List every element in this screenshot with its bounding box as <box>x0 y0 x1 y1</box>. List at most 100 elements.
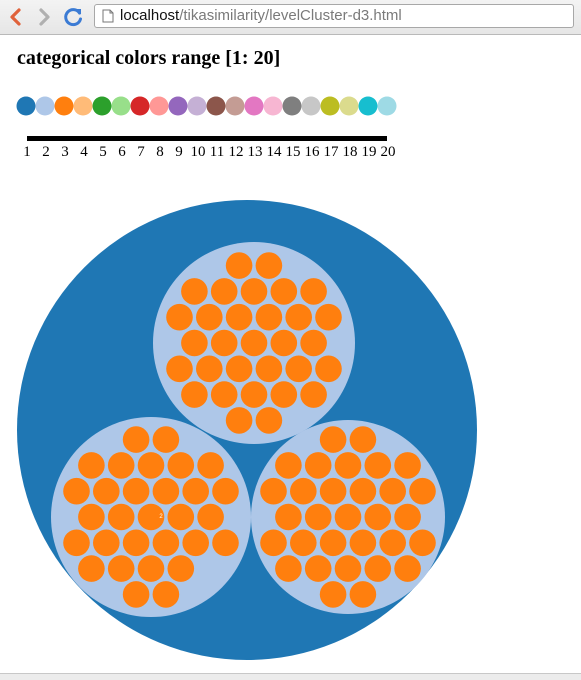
url-text[interactable]: localhost/tikasimilarity/levelCluster-d3… <box>120 5 402 27</box>
leaf-circle[interactable] <box>210 381 238 408</box>
leaf-circle[interactable] <box>315 303 342 331</box>
palette-swatch-9 <box>168 96 188 116</box>
leaf-circle[interactable] <box>304 555 332 582</box>
leaf-circle[interactable] <box>334 503 362 531</box>
leaf-circle[interactable] <box>122 529 150 557</box>
leaf-circle[interactable] <box>212 477 239 505</box>
leaf-circle[interactable] <box>379 477 407 505</box>
leaf-circle[interactable] <box>137 503 165 531</box>
leaf-circle[interactable] <box>285 355 313 383</box>
leaf-circle[interactable] <box>152 426 180 453</box>
leaf-circle[interactable] <box>290 477 317 505</box>
leaf-circle[interactable] <box>152 477 180 505</box>
leaf-circle[interactable] <box>394 503 421 531</box>
leaf-circle[interactable] <box>255 303 283 331</box>
leaf-circle[interactable] <box>260 529 287 557</box>
leaf-circle[interactable] <box>107 555 135 582</box>
leaf-circle[interactable] <box>349 581 377 608</box>
leaf-circle[interactable] <box>409 477 436 505</box>
leaf-circle[interactable] <box>197 452 224 479</box>
leaf-circle[interactable] <box>196 355 223 383</box>
leaf-circle[interactable] <box>181 329 208 357</box>
leaf-circle[interactable] <box>225 407 253 434</box>
leaf-circle[interactable] <box>319 426 347 453</box>
leaf-circle[interactable] <box>166 303 193 331</box>
leaf-circle[interactable] <box>319 477 347 505</box>
leaf-circle[interactable] <box>364 555 392 582</box>
reload-button[interactable] <box>61 5 85 29</box>
leaf-circle[interactable] <box>300 329 327 357</box>
palette-label-16: 16 <box>305 144 321 160</box>
leaf-circle[interactable] <box>285 303 313 331</box>
leaf-circle[interactable] <box>304 452 332 479</box>
leaf-circle[interactable] <box>152 529 180 557</box>
leaf-circle[interactable] <box>240 381 268 408</box>
leaf-circle[interactable] <box>255 407 283 434</box>
leaf-circle[interactable] <box>255 355 283 383</box>
leaf-circle[interactable] <box>78 555 105 582</box>
leaf-circle[interactable] <box>270 329 298 357</box>
leaf-circle[interactable] <box>379 529 407 557</box>
leaf-circle[interactable] <box>167 452 195 479</box>
leaf-circle[interactable] <box>319 581 347 608</box>
leaf-circle[interactable] <box>93 477 120 505</box>
leaf-circle[interactable] <box>275 452 302 479</box>
leaf-circle[interactable] <box>334 555 362 582</box>
leaf-circle[interactable] <box>212 529 239 557</box>
leaf-circle[interactable] <box>137 452 165 479</box>
leaf-circle[interactable] <box>270 278 298 305</box>
leaf-circle[interactable] <box>349 426 377 453</box>
leaf-circle[interactable] <box>107 452 135 479</box>
leaf-circle[interactable] <box>270 381 298 408</box>
leaf-circle[interactable] <box>122 477 150 505</box>
leaf-circle[interactable] <box>300 381 327 408</box>
leaf-circle[interactable] <box>394 452 421 479</box>
leaf-circle[interactable] <box>152 581 180 608</box>
leaf-circle[interactable] <box>122 581 150 608</box>
leaf-circle[interactable] <box>315 355 342 383</box>
leaf-circle[interactable] <box>196 303 223 331</box>
leaf-circle[interactable] <box>364 503 392 531</box>
leaf-circle[interactable] <box>275 503 302 531</box>
leaf-circle[interactable] <box>197 503 224 531</box>
leaf-circle[interactable] <box>181 278 208 305</box>
forward-button[interactable] <box>32 5 56 29</box>
leaf-circle[interactable] <box>290 529 317 557</box>
leaf-circle[interactable] <box>167 503 195 531</box>
leaf-circle[interactable] <box>364 452 392 479</box>
leaf-circle[interactable] <box>394 555 421 582</box>
leaf-circle[interactable] <box>349 477 377 505</box>
leaf-circle[interactable] <box>167 555 195 582</box>
leaf-circle[interactable] <box>63 477 90 505</box>
leaf-circle[interactable] <box>122 426 150 453</box>
leaf-circle[interactable] <box>225 355 253 383</box>
leaf-circle[interactable] <box>275 555 302 582</box>
leaf-circle[interactable] <box>225 252 253 279</box>
leaf-circle[interactable] <box>78 452 105 479</box>
leaf-circle[interactable] <box>240 278 268 305</box>
leaf-circle[interactable] <box>300 278 327 305</box>
address-bar[interactable]: localhost/tikasimilarity/levelCluster-d3… <box>94 4 574 28</box>
leaf-circle[interactable] <box>181 381 208 408</box>
leaf-circle[interactable] <box>409 529 436 557</box>
leaf-circle[interactable] <box>319 529 347 557</box>
leaf-circle[interactable] <box>93 529 120 557</box>
leaf-circle[interactable] <box>255 252 283 279</box>
leaf-circle[interactable] <box>349 529 377 557</box>
back-button[interactable] <box>4 5 28 29</box>
leaf-circle[interactable] <box>63 529 90 557</box>
leaf-circle[interactable] <box>107 503 135 531</box>
leaf-circle[interactable] <box>334 452 362 479</box>
leaf-circle[interactable] <box>137 555 165 582</box>
leaf-circle[interactable] <box>182 477 209 505</box>
palette-label-18: 18 <box>343 144 358 160</box>
leaf-circle[interactable] <box>240 329 268 357</box>
leaf-circle[interactable] <box>166 355 193 383</box>
leaf-circle[interactable] <box>182 529 209 557</box>
leaf-circle[interactable] <box>304 503 332 531</box>
leaf-circle[interactable] <box>225 303 253 331</box>
leaf-circle[interactable] <box>260 477 287 505</box>
leaf-circle[interactable] <box>210 329 238 357</box>
leaf-circle[interactable] <box>210 278 238 305</box>
leaf-circle[interactable] <box>78 503 105 531</box>
